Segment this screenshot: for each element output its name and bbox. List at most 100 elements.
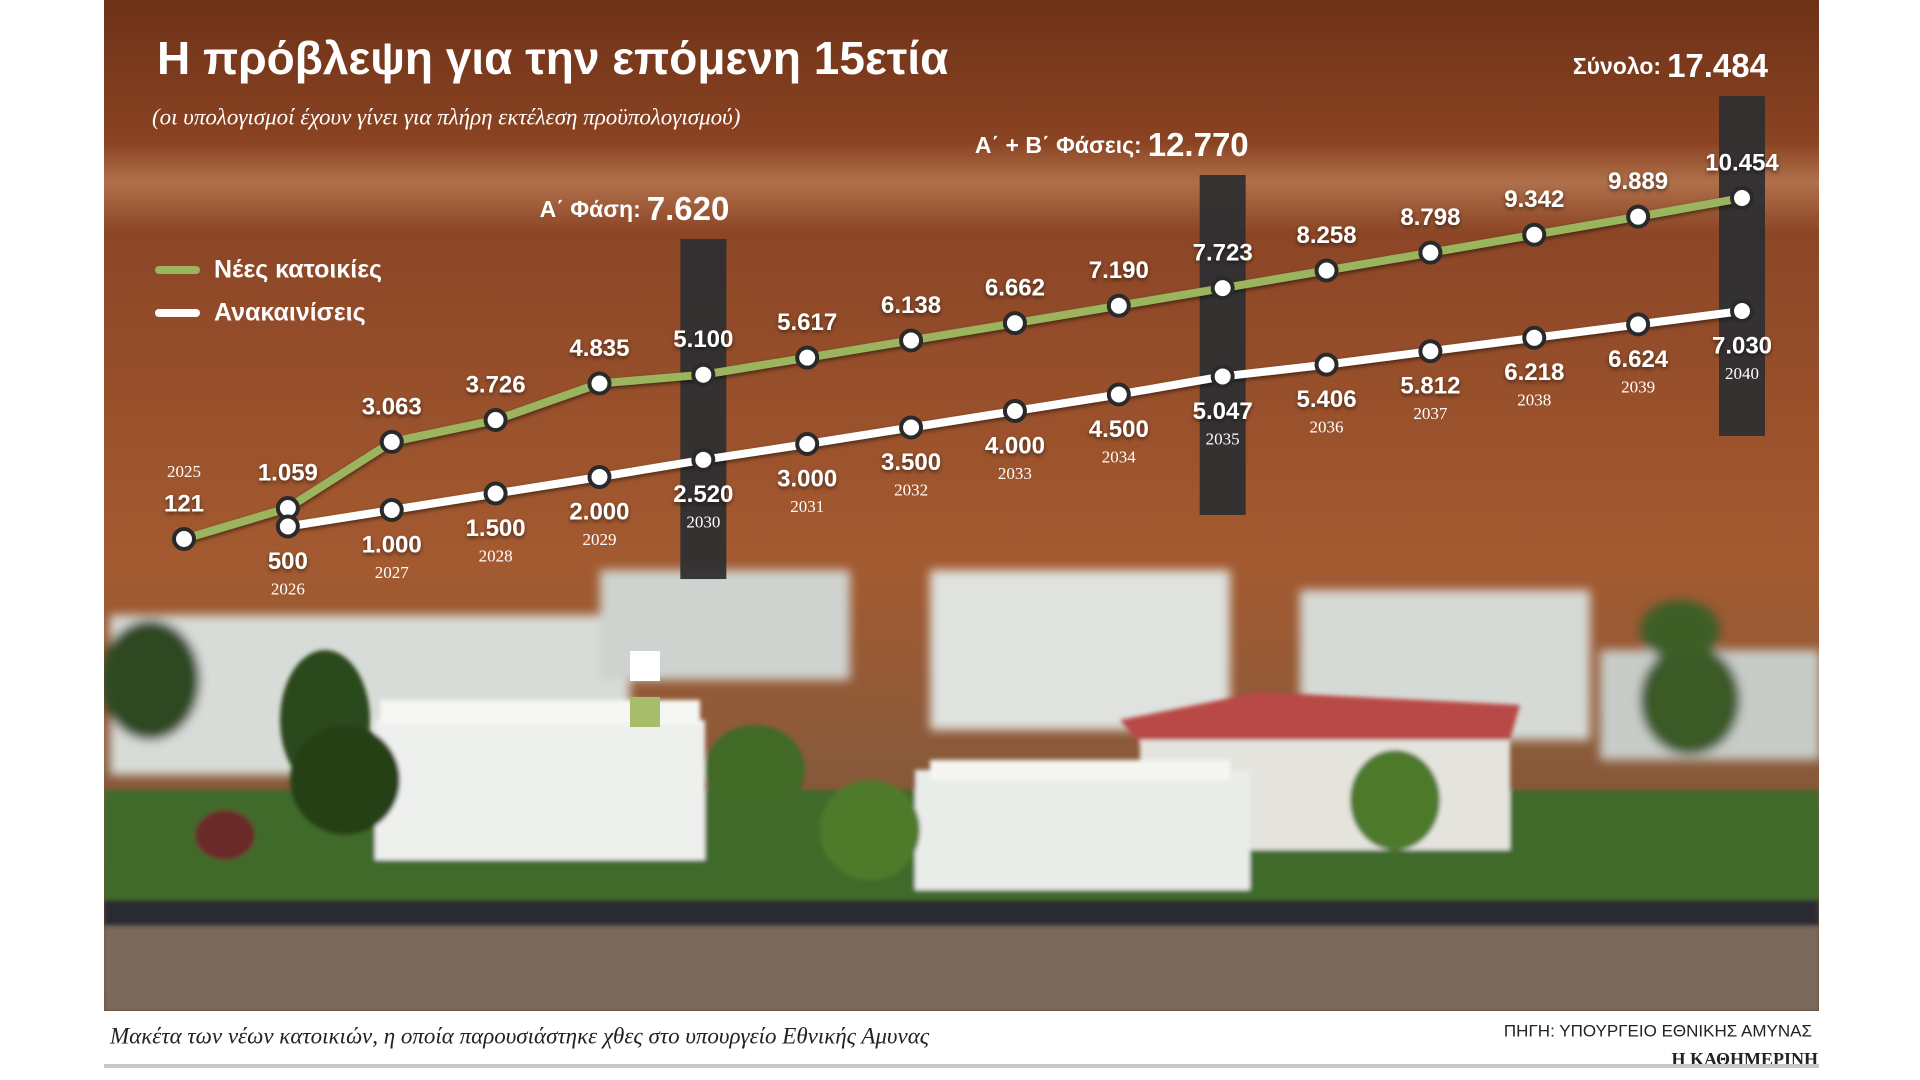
phase-annotation: Α΄ Φάση: 7.620 [540,190,730,227]
phase-annotation: Σύνολο: 17.484 [1573,47,1769,84]
data-point [379,498,404,522]
phase-label: Α΄ + Β΄ Φάσεις: [975,132,1142,158]
background-photo [104,0,1819,1011]
value-label: 7.190 [1089,257,1149,284]
data-point [1730,299,1754,324]
phase-label: Σύνολο: [1573,53,1661,79]
data-point [899,415,924,440]
data-point [1314,352,1339,377]
data-point [1730,186,1754,211]
chart-title: Η πρόβλεψη για την επόμενη 15ετία [157,32,948,84]
data-point [587,465,612,489]
x-tick-label: 2029 [582,530,616,549]
legend-label: Ανακαινίσεις [214,299,366,327]
data-point [1210,364,1235,389]
source: ΠΗΓΗ: ΥΠΟΥΡΓΕΙΟ ΕΘΝΙΚΗΣ ΑΜΥΝΑΣ [1504,1021,1812,1040]
value-label: 5.812 [1400,373,1460,400]
value-label: 3.000 [777,465,837,492]
value-label: 4.835 [569,335,629,362]
value-label: 6.218 [1504,359,1564,386]
value-label: 121 [164,490,204,517]
phase-value: 17.484 [1667,47,1769,84]
x-tick-label: 2026 [271,579,305,598]
data-point [587,371,612,396]
value-label: 9.342 [1504,186,1564,213]
series-line [182,194,1743,543]
data-point [691,362,716,387]
value-label: 3.500 [881,449,941,476]
x-tick-label: 2040 [1725,364,1759,383]
data-point [379,429,404,454]
x-tick-label: 2037 [1413,404,1448,423]
value-label: 3.063 [362,393,422,420]
data-point [1522,325,1547,350]
value-label: 8.798 [1400,204,1460,231]
value-label: 2.000 [569,498,629,525]
data-point [1314,258,1339,283]
data-point [691,447,716,472]
data-point [1106,293,1131,318]
footer-rule [104,1064,1819,1068]
phase-band [1719,96,1765,436]
x-tick-label: 2028 [479,546,513,565]
value-label: 5.617 [777,309,837,336]
data-point [1626,204,1651,229]
value-label: 3.726 [466,371,526,398]
data-point [1418,339,1443,364]
data-point [1522,222,1547,247]
data-point [483,408,508,433]
value-label: 6.138 [881,292,941,319]
x-tick-label: 2031 [790,497,824,516]
x-tick-label: 2034 [1102,447,1137,466]
data-point [795,432,820,456]
x-tick-label: 2030 [686,513,720,532]
legend: Νέες κατοικίες Ανακαινίσεις [155,256,382,327]
value-label: 5.406 [1297,386,1357,413]
photo-caption: Μακέτα των νέων κατοικιών, η οποία παρου… [109,1023,930,1048]
x-tick-label: 2039 [1621,377,1655,396]
x-tick-label: 2038 [1517,391,1551,410]
value-label: 5.047 [1193,398,1253,425]
legend-label: Νέες κατοικίες [214,256,382,284]
value-label: 7.030 [1712,332,1772,359]
value-label: 5.100 [673,326,733,353]
phase-band [1199,175,1246,515]
value-label: 7.723 [1193,239,1253,266]
value-label: 9.889 [1608,168,1668,195]
data-point [899,328,924,353]
data-point [1106,382,1131,407]
data-point [172,527,196,552]
value-label: 1.500 [466,515,526,542]
value-label: 8.258 [1297,222,1357,249]
data-point [1002,399,1027,423]
value-label: 2.520 [673,481,733,508]
data-point [1210,276,1235,301]
value-label: 1.059 [258,459,318,486]
x-tick-label: 2033 [998,464,1032,483]
data-point [1418,240,1443,265]
value-label: 10.454 [1705,149,1779,176]
x-tick-label: 2025 [167,462,201,481]
data-point [483,481,508,506]
data-point [275,514,300,539]
value-label: 4.000 [985,432,1045,459]
phase-annotation: Α΄ + Β΄ Φάσεις: 12.770 [975,126,1249,163]
x-tick-label: 2032 [894,480,928,499]
x-tick-label: 2036 [1310,418,1344,437]
value-label: 6.662 [985,274,1045,301]
value-label: 1.000 [362,531,422,558]
data-point [1002,311,1027,336]
chart-subtitle: (οι υπολογισμοί έχουν γίνει για πλήρη εκ… [152,104,740,129]
value-label: 4.500 [1089,416,1149,443]
phase-value: 12.770 [1148,126,1249,163]
phase-value: 7.620 [647,190,730,227]
value-label: 500 [268,548,308,575]
phase-label: Α΄ Φάση: [540,196,641,222]
x-tick-label: 2035 [1206,429,1240,448]
data-point [795,345,820,370]
x-tick-label: 2027 [375,563,410,582]
phase-band [680,239,727,579]
value-label: 6.624 [1608,346,1669,373]
